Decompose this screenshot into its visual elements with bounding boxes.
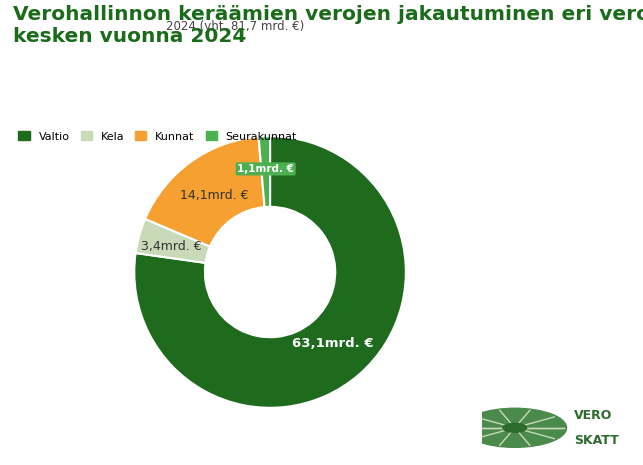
Text: SKATT: SKATT xyxy=(574,433,619,446)
Text: 2024 (yht. 81,7 mrd. €): 2024 (yht. 81,7 mrd. €) xyxy=(165,20,304,33)
Wedge shape xyxy=(136,219,210,263)
Text: 3,4mrd. €: 3,4mrd. € xyxy=(141,240,202,253)
Text: 14,1mrd. €: 14,1mrd. € xyxy=(180,188,249,201)
Circle shape xyxy=(205,207,335,337)
Wedge shape xyxy=(258,136,270,207)
Wedge shape xyxy=(134,136,406,408)
Circle shape xyxy=(503,423,527,432)
Text: Verohallinnon keräämien verojen jakautuminen eri veronsaajien
kesken vuonna 2024: Verohallinnon keräämien verojen jakautum… xyxy=(13,5,643,46)
Text: 63,1mrd. €: 63,1mrd. € xyxy=(291,337,373,350)
Circle shape xyxy=(463,408,566,447)
Text: 1,1mrd. €: 1,1mrd. € xyxy=(237,164,294,174)
Wedge shape xyxy=(145,137,264,246)
Legend: Valtio, Kela, Kunnat, Seurakunnat: Valtio, Kela, Kunnat, Seurakunnat xyxy=(19,131,297,141)
Text: VERO: VERO xyxy=(574,409,612,422)
